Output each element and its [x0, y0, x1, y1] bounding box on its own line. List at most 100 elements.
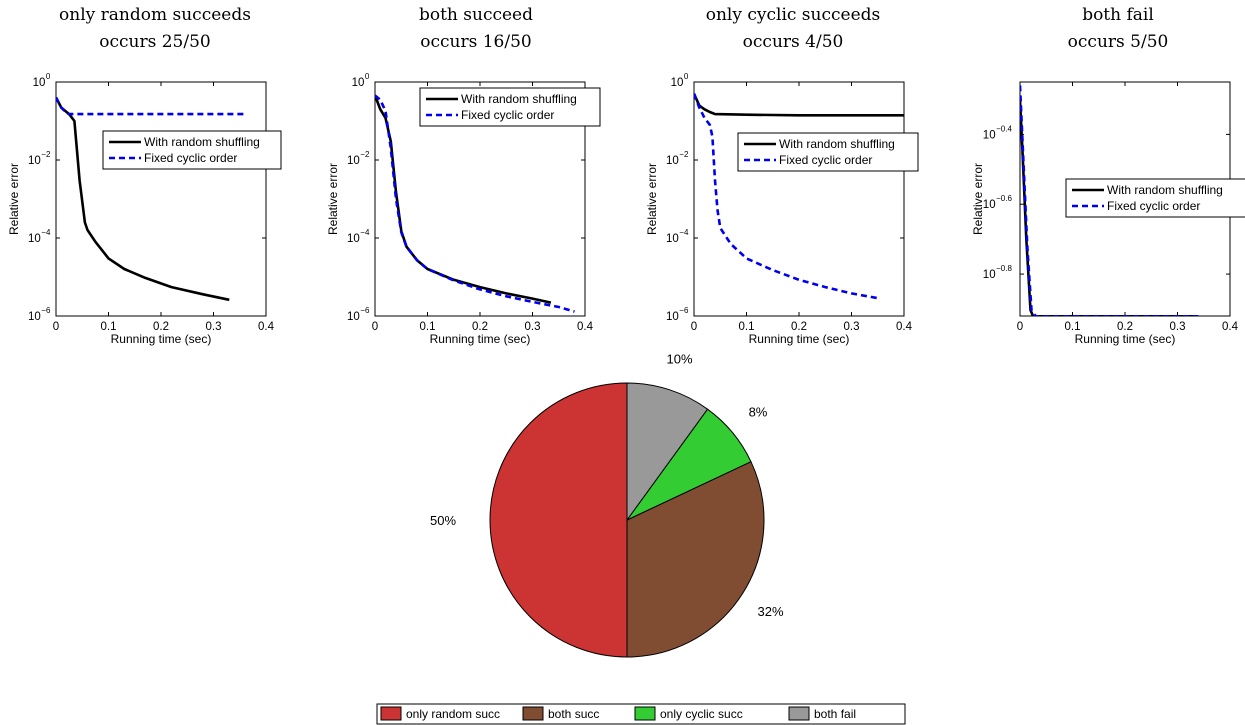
x-tick-label: 0: [691, 321, 697, 333]
y-tick-label-exponent: 0: [365, 72, 370, 81]
series-line-fixed-cyclic: [56, 96, 245, 116]
line-chart-panel-1: only random succeeds occurs 25/50 0 0.1 0.2 0…: [7, 5, 282, 346]
x-tick-label: 0.3: [206, 321, 222, 333]
x-tick-label: 0: [1017, 321, 1023, 333]
x-axis-label: Running time (sec): [430, 332, 531, 346]
y-axis-label: Relative error: [326, 163, 340, 235]
pie-slice: [489, 382, 628, 658]
legend-label: With random shuffling: [1107, 183, 1223, 197]
y-tick-label-base: 10: [347, 311, 360, 323]
x-tick-label: 0.1: [101, 321, 117, 333]
chart-title-line: occurs 16/50: [420, 32, 531, 52]
y-tick-label-exponent: 0: [46, 72, 51, 81]
legend-box: [737, 132, 919, 172]
x-tick-label: 0: [53, 321, 59, 333]
legend-label: With random shuffling: [461, 92, 577, 106]
y-tick-label-base: 10: [666, 311, 679, 323]
y-tick-label-exponent: −2: [41, 150, 51, 159]
y-tick-label-exponent: −0.4: [996, 124, 1012, 133]
x-tick-label: 0.4: [1222, 321, 1239, 333]
legend: With random shuffling Fixed cyclic order: [419, 87, 601, 127]
x-axis-label: Running time (sec): [111, 332, 212, 346]
y-axis-label: Relative error: [7, 163, 21, 235]
x-tick-label: 0.3: [525, 321, 541, 333]
pie-legend-swatch: [522, 706, 544, 721]
x-tick-label: 0.2: [153, 321, 169, 333]
pie-slice-label: 10%: [667, 351, 693, 366]
legend-label: Fixed cyclic order: [779, 153, 872, 167]
y-tick-label-exponent: −4: [679, 228, 689, 237]
chart-title-line: only cyclic succeeds: [706, 5, 881, 25]
y-tick-label-base: 10: [983, 129, 996, 141]
plot-frame: [693, 81, 905, 317]
legend: With random shuffling Fixed cyclic order: [102, 130, 282, 170]
y-tick-label-exponent: 0: [684, 72, 689, 81]
x-tick-label: 0.2: [791, 321, 807, 333]
y-tick-label-exponent: −0.8: [996, 264, 1012, 273]
x-tick-label: 0.1: [739, 321, 755, 333]
legend: With random shuffling Fixed cyclic order: [1065, 178, 1245, 218]
chart-title-line: both succeed: [419, 5, 533, 25]
x-tick-label: 0.4: [577, 321, 594, 333]
y-tick-label-exponent: −2: [360, 150, 370, 159]
y-tick-label-base: 10: [671, 77, 684, 89]
legend-label: With random shuffling: [779, 137, 895, 151]
y-tick-label-base: 10: [666, 233, 679, 245]
y-tick-label-exponent: −6: [360, 306, 370, 315]
legend-label: With random shuffling: [144, 135, 260, 149]
pie-legend-swatch: [380, 706, 402, 721]
x-tick-label: 0: [372, 321, 378, 333]
x-tick-label: 0.4: [896, 321, 913, 333]
pie-legend-swatch: [634, 706, 656, 721]
y-tick-label-exponent: −2: [679, 150, 689, 159]
chart-title-line: only random succeeds: [59, 5, 251, 25]
legend-box: [419, 87, 601, 127]
y-tick-label-base: 10: [347, 233, 360, 245]
y-tick-label-base: 10: [28, 155, 41, 167]
series-line-random-shuffling: [694, 93, 904, 117]
pie-legend-label: both succ: [548, 707, 599, 721]
pie-slice-label: 50%: [430, 513, 456, 528]
plot-frame: [55, 81, 267, 317]
y-tick-label-base: 10: [352, 77, 365, 89]
pie-slice-label: 8%: [749, 405, 768, 420]
legend-label: Fixed cyclic order: [144, 151, 237, 165]
y-tick-label-exponent: −6: [679, 306, 689, 315]
chart-title-line: occurs 5/50: [1068, 32, 1169, 52]
y-tick-label-base: 10: [33, 77, 46, 89]
y-tick-label-base: 10: [983, 269, 996, 281]
x-axis-label: Running time (sec): [1075, 332, 1176, 346]
y-tick-label-base: 10: [28, 311, 41, 323]
pie-slice: [626, 382, 709, 522]
y-tick-label-base: 10: [666, 155, 679, 167]
x-axis-label: Running time (sec): [749, 332, 850, 346]
y-tick-label-base: 10: [28, 233, 41, 245]
y-tick-label-exponent: −0.6: [996, 194, 1012, 203]
x-tick-label: 0.1: [420, 321, 436, 333]
pie-legend-swatch: [788, 706, 810, 721]
series-line-fixed-cyclic: [375, 94, 575, 313]
y-tick-label-base: 10: [347, 155, 360, 167]
series-line-fixed-cyclic: [694, 93, 881, 300]
x-tick-label: 0.2: [1117, 321, 1133, 333]
y-tick-label-exponent: −6: [41, 306, 51, 315]
pie-legend-label: only cyclic succ: [660, 707, 743, 721]
y-axis-label: Relative error: [971, 163, 985, 235]
legend: With random shuffling Fixed cyclic order: [737, 132, 919, 172]
x-tick-label: 0.3: [844, 321, 860, 333]
x-tick-label: 0.3: [1170, 321, 1186, 333]
legend-label: Fixed cyclic order: [461, 108, 554, 122]
y-tick-label-exponent: −4: [360, 228, 370, 237]
series-line-random-shuffling: [375, 95, 552, 304]
chart-title-line: occurs 4/50: [743, 32, 844, 52]
chart-title-line: occurs 25/50: [99, 32, 210, 52]
legend-label: Fixed cyclic order: [1107, 199, 1200, 213]
legend-box: [1065, 178, 1245, 218]
pie-chart: 50% 32% 8% 10%: [430, 351, 784, 658]
pie-slice-label: 32%: [758, 604, 784, 619]
legend-box: [102, 130, 282, 170]
x-tick-label: 0.2: [472, 321, 488, 333]
